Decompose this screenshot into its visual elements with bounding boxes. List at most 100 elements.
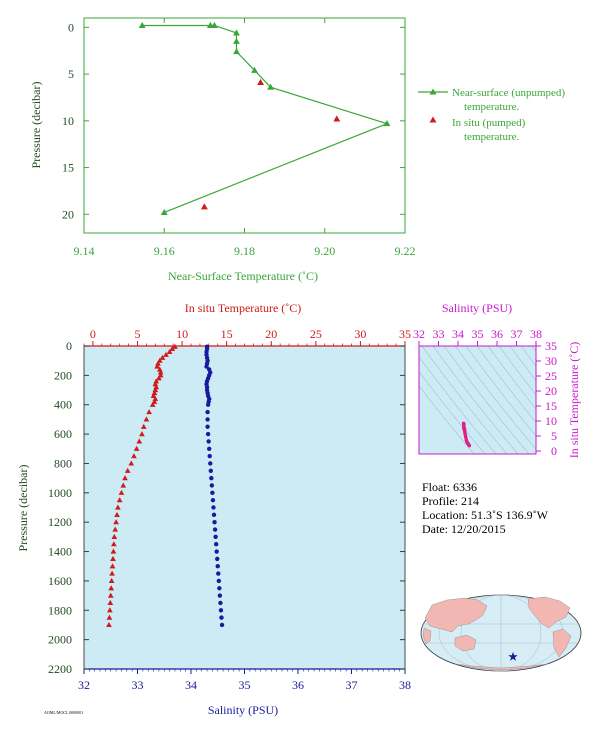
temperature-point xyxy=(146,409,152,415)
temperature-point xyxy=(118,489,125,495)
temperature-point xyxy=(112,526,119,532)
temperature-point xyxy=(155,360,161,366)
float-location: Location: 51.3˚S 136.9˚W xyxy=(422,508,549,522)
ts-y-tick-label: 0 xyxy=(551,444,557,458)
salinity-ticks: 32 33 34 35 36 37 38 xyxy=(78,669,411,692)
top-y-ticks: 0 5 10 15 20 xyxy=(62,20,405,221)
density-contour xyxy=(476,346,536,424)
top-x-tick-label: 9.20 xyxy=(314,244,335,258)
profile-number: Profile: 214 xyxy=(422,494,479,508)
map-land-africa-edge xyxy=(422,627,432,645)
temperature-point xyxy=(140,423,147,429)
ts-x-tick-label: 38 xyxy=(530,327,542,341)
point-unpumped xyxy=(233,37,240,44)
temperature-point xyxy=(169,345,176,352)
ts-density-contours xyxy=(419,346,536,454)
ts-y-tick-label: 30 xyxy=(545,354,557,368)
pressure-tick-label: 2200 xyxy=(48,662,72,676)
top-y-tick-label: 0 xyxy=(68,20,74,34)
pressure-tick-label: 1000 xyxy=(48,486,72,500)
point-unpumped xyxy=(233,29,240,36)
temperature-tick-label: 0 xyxy=(90,327,96,341)
point-unpumped xyxy=(160,208,168,215)
salinity-point xyxy=(206,439,211,444)
salinity-point xyxy=(210,490,215,496)
temperature-point xyxy=(152,387,159,393)
pressure-tick-label: 800 xyxy=(54,456,72,470)
salinity-point xyxy=(206,446,212,451)
temperature-point xyxy=(108,577,115,584)
temperature-point xyxy=(116,497,123,503)
temperature-axis-label: In situ Temperature (˚C) xyxy=(185,301,302,315)
salinity-point xyxy=(205,409,210,415)
ts-x-tick-label: 32 xyxy=(413,327,425,341)
salinity-point xyxy=(217,593,223,598)
density-contour xyxy=(454,346,536,450)
ts-point xyxy=(463,432,468,437)
density-contour xyxy=(520,346,536,367)
ts-plot-background xyxy=(419,346,536,454)
salinity-point xyxy=(205,431,211,437)
temperature-point xyxy=(159,354,166,360)
ts-x-tick-label: 34 xyxy=(452,327,464,341)
temperature-point xyxy=(107,607,113,613)
density-contour xyxy=(465,346,536,437)
ts-y-tick-label: 25 xyxy=(545,369,557,383)
temperature-point xyxy=(107,592,114,598)
salinity-point xyxy=(205,402,211,407)
salinity-point xyxy=(217,586,222,591)
point-unpumped xyxy=(267,83,275,90)
temperature-point xyxy=(110,548,117,554)
ts-y-tick-label: 35 xyxy=(545,339,557,353)
point-unpumped xyxy=(138,21,146,28)
ts-y-tick-label: 15 xyxy=(545,399,557,413)
ts-salinity-ticks: 32 33 34 35 36 37 38 xyxy=(413,327,542,346)
salinity-tick-label: 34 xyxy=(185,678,197,692)
salinity-point xyxy=(208,468,213,473)
legend-label-unpumped-1: Near-surface (unpumped) xyxy=(452,87,565,99)
ts-series xyxy=(461,421,472,448)
pressure-tick-label: 200 xyxy=(54,368,72,382)
salinity-point xyxy=(219,622,225,628)
temperature-point xyxy=(111,541,117,547)
ts-y-tick-label: 10 xyxy=(545,414,557,428)
temperature-point xyxy=(136,438,143,444)
legend-triangle-unpumped xyxy=(429,88,437,95)
ts-x-tick-label: 33 xyxy=(433,327,445,341)
ts-y-tick-label: 5 xyxy=(551,429,557,443)
profile-plot-background xyxy=(84,346,405,669)
salinity-tick-label: 38 xyxy=(399,678,411,692)
density-contour xyxy=(419,356,497,454)
float-id: Float: 6336 xyxy=(422,480,477,494)
salinity-point xyxy=(205,424,210,429)
temperature-point xyxy=(152,395,159,401)
pressure-tick-label: 0 xyxy=(66,339,72,353)
salinity-point xyxy=(219,615,224,620)
top-y-tick-label: 20 xyxy=(62,207,74,221)
temperature-point xyxy=(172,343,178,349)
temperature-point xyxy=(156,375,162,381)
temperature-point xyxy=(108,585,115,591)
temperature-point xyxy=(166,348,173,354)
world-map xyxy=(420,594,582,672)
float-info: Float: 6336 Profile: 214 Location: 51.3˚… xyxy=(422,480,549,536)
temperature-point xyxy=(153,384,160,390)
temperature-point xyxy=(106,614,113,620)
point-unpumped xyxy=(210,21,218,28)
series-line-unpumped xyxy=(142,24,389,213)
density-contour xyxy=(421,346,508,454)
density-contour xyxy=(419,371,486,454)
temperature-point xyxy=(149,401,156,407)
temperature-tick-label: 15 xyxy=(221,327,233,341)
salinity-tick-label: 36 xyxy=(292,678,304,692)
pressure-tick-label: 2000 xyxy=(48,633,72,647)
top-y-tick-label: 15 xyxy=(62,161,74,175)
temperature-point xyxy=(151,389,158,396)
top-chart: 9.14 9.16 9.18 9.20 9.22 0 5 10 15 20 Near-Surfa… xyxy=(29,17,565,283)
top-series xyxy=(138,21,391,215)
temperature-point xyxy=(131,453,137,459)
salinity-point xyxy=(213,534,218,540)
temperature-point xyxy=(157,369,164,375)
salinity-point xyxy=(216,578,222,584)
